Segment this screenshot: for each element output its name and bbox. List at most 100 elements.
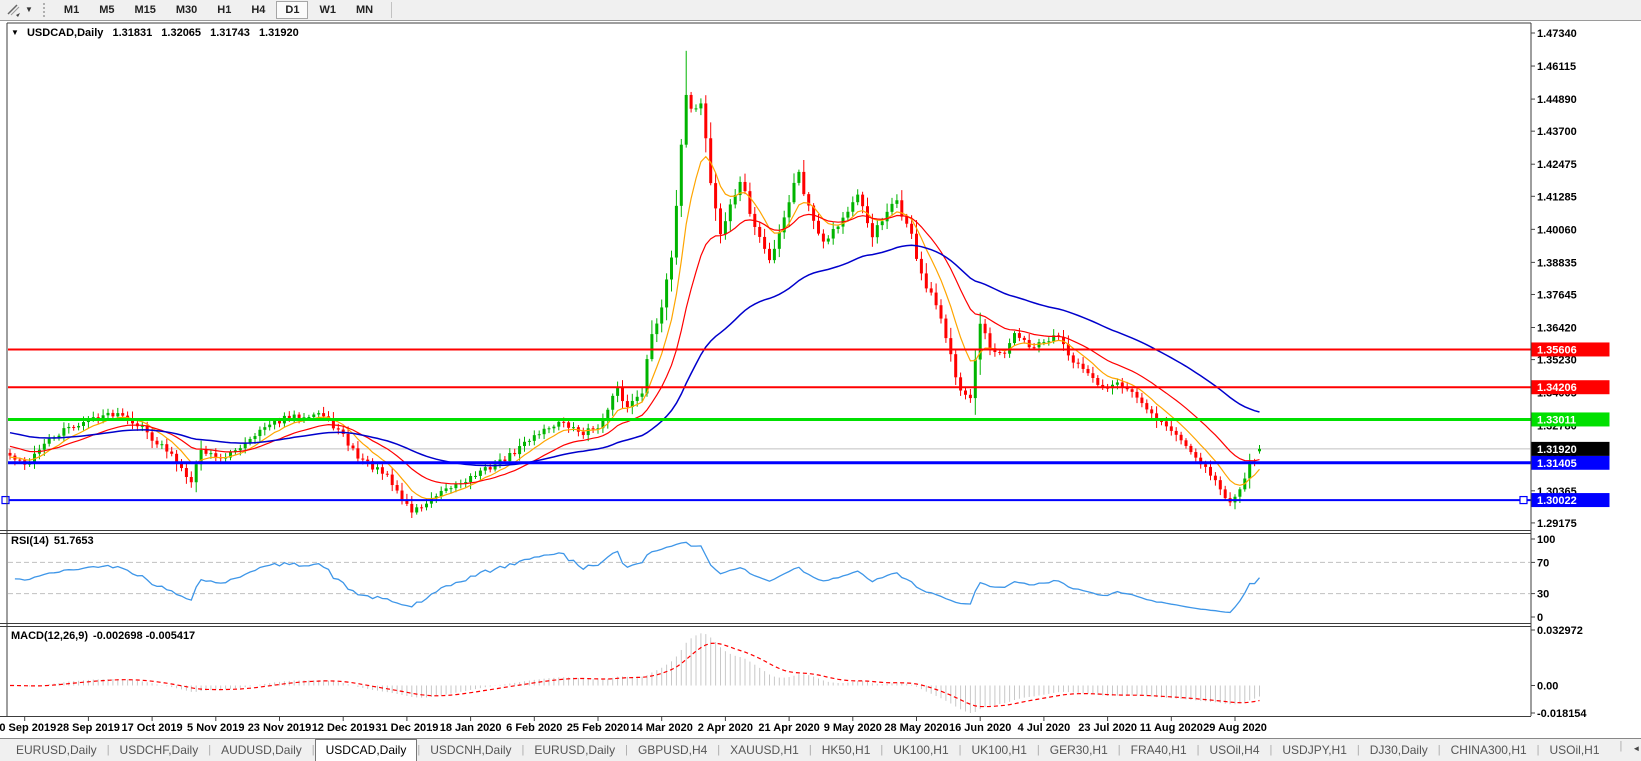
date-label: 12 Dec 2019 bbox=[312, 722, 375, 734]
date-label: 29 Aug 2020 bbox=[1203, 722, 1267, 734]
tab-divider: | bbox=[1619, 740, 1623, 752]
macd-tick-label: 0.00 bbox=[1537, 681, 1558, 693]
price-tick-label: 1.40060 bbox=[1537, 224, 1577, 236]
hline-handle[interactable] bbox=[1519, 495, 1528, 505]
price-tag: 1.33011 bbox=[1531, 412, 1610, 427]
price-tag-label: 1.30022 bbox=[1537, 495, 1577, 507]
timeframe-button-h4[interactable]: H4 bbox=[251, 4, 266, 16]
price-tag: 1.30022 bbox=[1531, 493, 1610, 508]
price-tick-label: 1.38835 bbox=[1537, 257, 1577, 269]
chart-tab-usoil-h1[interactable]: USOil,H1 bbox=[1549, 743, 1600, 757]
date-label: 17 Oct 2019 bbox=[122, 722, 183, 734]
price-tick-label: 1.44890 bbox=[1537, 94, 1577, 106]
hline-handle[interactable] bbox=[1, 495, 10, 505]
chart-tab-usdcnh-daily[interactable]: USDCNH,Daily bbox=[430, 743, 512, 757]
rsi-tick-label: 70 bbox=[1537, 557, 1549, 569]
date-label: 31 Dec 2019 bbox=[375, 722, 438, 734]
tab-divider: | bbox=[311, 744, 315, 756]
price-tag-label: 1.34206 bbox=[1537, 382, 1577, 394]
price-tick-label: 1.35230 bbox=[1537, 355, 1577, 367]
price-tick-label: 1.41285 bbox=[1537, 191, 1577, 203]
timeframe-button-m5[interactable]: M5 bbox=[99, 4, 115, 16]
macd-name: MACD(12,26,9) bbox=[11, 630, 89, 642]
date-label: 28 May 2020 bbox=[884, 722, 948, 734]
timeframe-button-m30[interactable]: M30 bbox=[175, 4, 198, 16]
tab-divider: | bbox=[880, 744, 884, 756]
date-label: 23 Jul 2020 bbox=[1078, 722, 1137, 734]
macd-tick-label: -0.018154 bbox=[1537, 708, 1587, 720]
timeframe-button-m1[interactable]: M1 bbox=[63, 4, 80, 16]
line-studies-button[interactable]: ▼ bbox=[0, 0, 39, 20]
rsi-label: RSI(14) 51.7653 bbox=[11, 535, 99, 547]
price-tick-label: 1.42475 bbox=[1537, 159, 1577, 171]
timeframe-button-d1[interactable]: D1 bbox=[276, 1, 309, 19]
price-tag: 1.35606 bbox=[1531, 342, 1610, 357]
symbol-period-label: USDCAD,Daily bbox=[26, 27, 104, 39]
ohlc-low: 1.31743 bbox=[210, 27, 250, 39]
chart-tab-usdcad-daily[interactable]: USDCAD,Daily bbox=[314, 739, 418, 761]
date-label: 2 Apr 2020 bbox=[698, 722, 753, 734]
chart-tab-china300-h1[interactable]: CHINA300,H1 bbox=[1450, 743, 1527, 757]
line-studies-icon bbox=[7, 4, 20, 17]
tab-divider: | bbox=[417, 744, 421, 756]
price-axis[interactable]: 1.47340 1.46115 1.44890 1.43700 1.42475 1.412… bbox=[1531, 28, 1610, 720]
tab-divider: | bbox=[1036, 744, 1040, 756]
chart-tab-hk50-h1[interactable]: HK50,H1 bbox=[821, 743, 871, 757]
timeframe-button-mn[interactable]: MN bbox=[355, 4, 374, 16]
chart-tab-eurusd-daily[interactable]: EURUSD,Daily bbox=[16, 743, 97, 757]
tab-divider: | bbox=[1437, 744, 1441, 756]
collapse-arrow-icon[interactable]: ▼ bbox=[11, 28, 19, 37]
date-label: 10 Sep 2019 bbox=[0, 722, 56, 734]
dropdown-caret-icon: ▼ bbox=[25, 5, 33, 14]
tab-divider: | bbox=[106, 744, 110, 756]
macd-plot[interactable] bbox=[10, 633, 1260, 714]
main-chart-plot[interactable] bbox=[8, 50, 1531, 518]
tab-divider: | bbox=[1117, 744, 1121, 756]
price-tag: 1.34206 bbox=[1531, 380, 1610, 395]
rsi-tick-label: 100 bbox=[1537, 534, 1555, 546]
chart-tab-usdchf-daily[interactable]: USDCHF,Daily bbox=[119, 743, 199, 757]
chart-tab-usdjpy-h1[interactable]: USDJPY,H1 bbox=[1282, 743, 1347, 757]
chart-tab-audusd-daily[interactable]: AUDUSD,Daily bbox=[221, 743, 302, 757]
timeframe-button-w1[interactable]: W1 bbox=[319, 4, 336, 16]
chart-tab-xauusd-h1[interactable]: XAUUSD,H1 bbox=[730, 743, 799, 757]
chart-tab-dj30-daily[interactable]: DJ30,Daily bbox=[1369, 743, 1428, 757]
tab-divider: | bbox=[808, 744, 812, 756]
date-label: 25 Feb 2020 bbox=[567, 722, 629, 734]
panel-borders bbox=[0, 22, 1532, 717]
ohlc-high: 1.32065 bbox=[161, 27, 202, 39]
chart-tab-gbpusd-h4[interactable]: GBPUSD,H4 bbox=[637, 743, 708, 757]
price-tag-label: 1.31405 bbox=[1537, 458, 1577, 470]
date-label: 9 May 2020 bbox=[824, 722, 882, 734]
date-label: 5 Nov 2019 bbox=[187, 722, 244, 734]
toolbar-grip bbox=[42, 3, 50, 17]
chart-tab-uk100-h1[interactable]: UK100,H1 bbox=[971, 743, 1027, 757]
rsi-name: RSI(14) bbox=[11, 535, 49, 547]
ma-slow-line bbox=[9, 244, 1260, 467]
chart-tab-usoil-h4[interactable]: USOil,H4 bbox=[1209, 743, 1260, 757]
rsi-plot[interactable] bbox=[8, 541, 1531, 614]
date-label: 16 Jun 2020 bbox=[949, 722, 1011, 734]
ma-fast-line bbox=[9, 155, 1260, 500]
tab-scroll-left-icon[interactable]: ◄ bbox=[1632, 744, 1641, 753]
date-label: 23 Nov 2019 bbox=[248, 722, 312, 734]
timeframe-button-m15[interactable]: M15 bbox=[134, 4, 156, 16]
chart-tab-fra40-h1[interactable]: FRA40,H1 bbox=[1130, 743, 1187, 757]
chart-tabbar: EURUSD,Daily | USDCHF,Daily | AUDUSD,Daily | U… bbox=[0, 738, 1641, 761]
toolbar: ▼ M1 M5 M15 M30 H1 H4 D1 W1 MN bbox=[0, 0, 1641, 21]
date-label: 18 Jan 2020 bbox=[440, 722, 502, 734]
price-tick-label: 1.29175 bbox=[1537, 518, 1577, 530]
chart-tab-uk100-h1[interactable]: UK100,H1 bbox=[893, 743, 949, 757]
timeframe-toolbar: M1 M5 M15 M30 H1 H4 D1 W1 MN bbox=[54, 0, 383, 20]
chart-tab-ger30-h1[interactable]: GER30,H1 bbox=[1049, 743, 1108, 757]
rsi-value: 51.7653 bbox=[53, 535, 94, 547]
chart-tab-eurusd-daily[interactable]: EURUSD,Daily bbox=[534, 743, 616, 757]
tab-divider: | bbox=[717, 744, 721, 756]
timeframe-button-h1[interactable]: H1 bbox=[217, 4, 232, 16]
date-label: 21 Apr 2020 bbox=[758, 722, 819, 734]
tab-divider: | bbox=[958, 744, 962, 756]
horizontal-levels bbox=[1, 348, 1531, 505]
rsi-tick-label: 30 bbox=[1537, 589, 1549, 601]
